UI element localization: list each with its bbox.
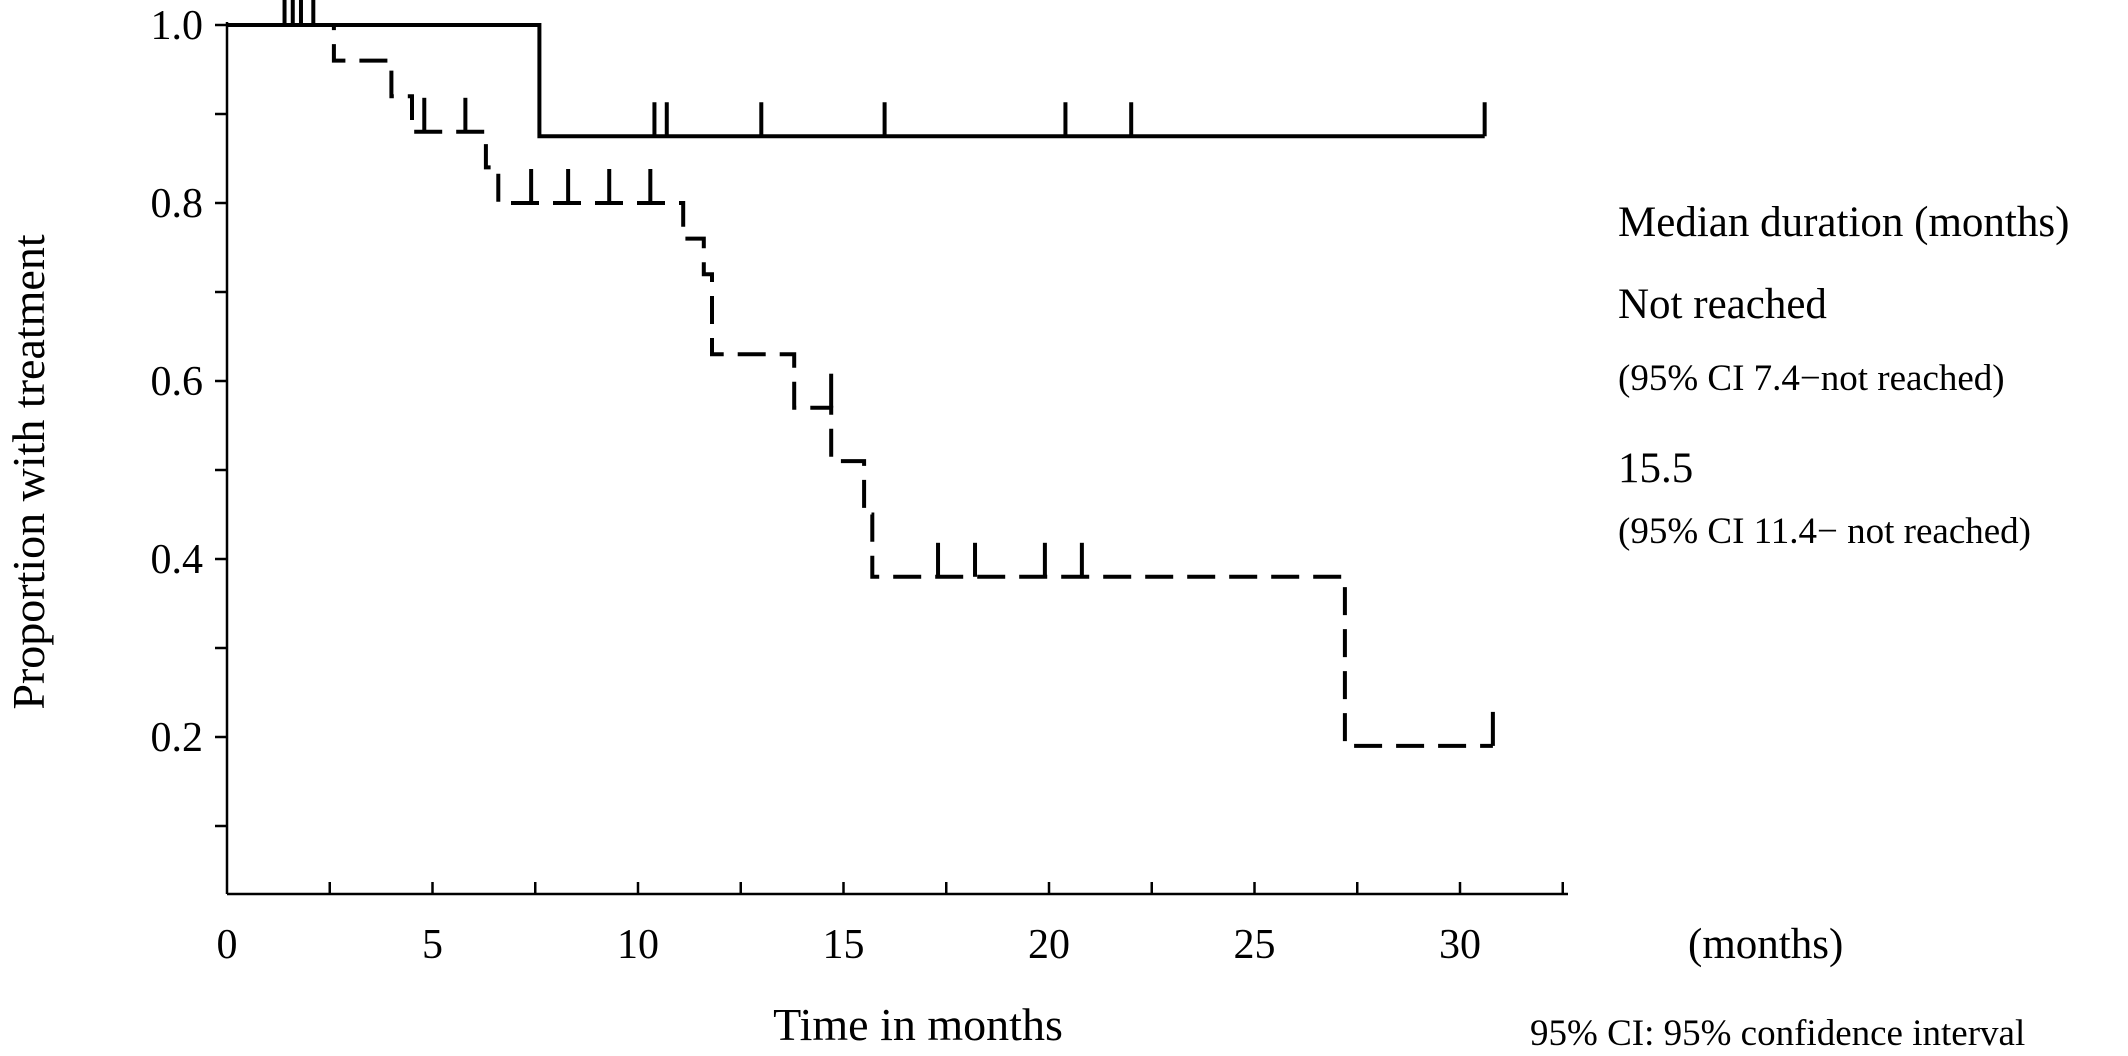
x-tick-label: 15 xyxy=(823,922,865,968)
group-1-ci: (95% CI 7.4−not reached) xyxy=(1618,358,2005,399)
y-axis-title: Proportion with treatment xyxy=(3,234,54,709)
unit-label: (months) xyxy=(1688,921,1844,968)
x-tick-label: 5 xyxy=(422,922,443,968)
axes: 0.2 0.4 0.6 0.8 1.0 0 5 10 15 20 25 30 xyxy=(151,3,1568,968)
series-2-line xyxy=(227,23,1493,748)
y-tick-label: 0.2 xyxy=(151,715,204,761)
series-2 xyxy=(227,23,1495,748)
series-layer xyxy=(227,0,1495,748)
group-1-median: Not reached xyxy=(1618,281,1827,328)
series-1-line xyxy=(227,23,1485,139)
y-tick-label: 0.6 xyxy=(151,359,204,405)
x-tick-label: 30 xyxy=(1439,922,1481,968)
x-tick-label: 0 xyxy=(217,922,238,968)
x-tick-label: 25 xyxy=(1234,922,1276,968)
y-tick-label: 0.4 xyxy=(151,537,204,583)
x-axis-title: Time in months xyxy=(773,999,1063,1050)
group-2-ci: (95% CI 11.4− not reached) xyxy=(1618,511,2031,552)
group-2-median: 15.5 xyxy=(1618,445,1694,492)
footnote: 95% CI: 95% confidence interval xyxy=(1530,1013,2026,1054)
median-header: Median duration (months) xyxy=(1618,199,2070,246)
series-1 xyxy=(227,0,1487,139)
x-tick-label: 10 xyxy=(617,922,659,968)
y-tick-label: 1.0 xyxy=(151,3,204,49)
y-tick-label: 0.8 xyxy=(151,181,204,227)
x-tick-label: 20 xyxy=(1028,922,1070,968)
